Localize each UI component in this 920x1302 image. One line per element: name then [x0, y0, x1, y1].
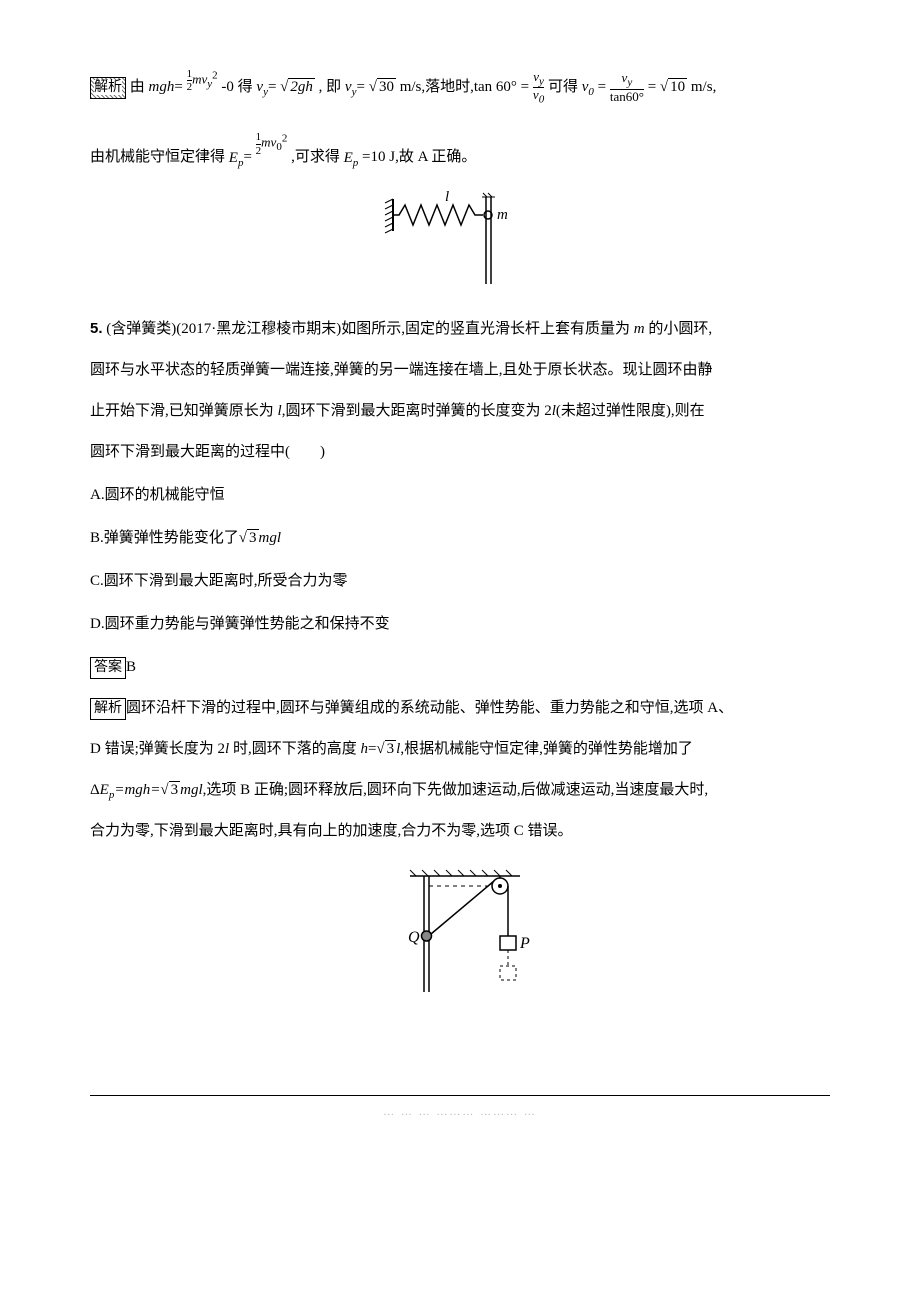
text: ,可求得	[291, 150, 344, 166]
text: ,圆环下滑到最大距离时弹簧的长度变为 2	[282, 403, 552, 419]
sqrt-30: √30	[369, 71, 396, 104]
Ep: Ep	[229, 150, 244, 166]
label-q: Q	[408, 929, 420, 946]
text: m/s,落地时,tan 60° =	[400, 79, 529, 95]
eq: =	[598, 79, 606, 95]
answer-line: 答案B	[90, 651, 830, 684]
sqrt3-e1: √3	[376, 733, 396, 766]
text: 由	[130, 79, 149, 95]
sqrt-2gh: √2gh	[280, 71, 315, 104]
vy-over-v0: vy v0	[533, 70, 544, 106]
v0: v0	[582, 79, 594, 95]
question-stem-l1: 5. (含弹簧类)(2017·黑龙江穆棱市期末)如图所示,固定的竖直光滑长杆上套…	[90, 312, 830, 346]
label-m: m	[497, 207, 508, 223]
text: 可得	[548, 79, 582, 95]
label-l: l	[445, 189, 449, 205]
option-b: B.弹簧弹性势能变化了√3mgl	[90, 522, 830, 555]
text: -0 得	[221, 79, 256, 95]
figure-pulley: Q P	[90, 862, 830, 1015]
text: B.弹簧弹性势能变化了	[90, 530, 239, 546]
vy2: vy	[345, 79, 357, 95]
label-p: P	[519, 935, 530, 952]
footer-divider	[90, 1095, 830, 1096]
figure-spring-rod: l m	[90, 189, 830, 302]
delta: Δ	[90, 782, 100, 798]
explain-l2: D 错误;弹簧长度为 2l 时,圆环下落的高度 h=√3l,根据机械能守恒定律,…	[90, 733, 830, 766]
option-c: C.圆环下滑到最大距离时,所受合力为零	[90, 565, 830, 598]
half-mvy2: 12mvy2	[187, 68, 218, 107]
explain-l3: ΔEp=mgh=√3mgl,选项 B 正确;圆环释放后,圆环向下先做加速运动,后…	[90, 774, 830, 807]
half-mv02: 12mv02	[256, 131, 288, 170]
text: (含弹簧类)(2017·黑龙江穆棱市期末)如图所示,固定的竖直光滑长杆上套有质量…	[106, 321, 633, 337]
text: 的小圆环,	[645, 321, 713, 337]
mgh: mgh	[149, 79, 175, 95]
mgl-b: mgl	[259, 530, 282, 546]
vy-over-tan60: vy tan60°	[610, 71, 644, 104]
var-m: m	[634, 321, 645, 337]
question-stem-l2: 圆环与水平状态的轻质弹簧一端连接,弹簧的另一端连接在墙上,且处于原长状态。现让圆…	[90, 354, 830, 387]
label-jiexi2: 解析	[90, 698, 126, 720]
answer-val: B	[126, 659, 136, 675]
sqrt-10: √10	[660, 71, 687, 104]
eqmgh: =mgh=	[114, 782, 160, 798]
mgl-e: mgl	[180, 782, 203, 798]
explain-l1: 解析圆环沿杆下滑的过程中,圆环与弹簧组成的系统动能、弹性势能、重力势能之和守恒,…	[90, 692, 830, 725]
explain-l4: 合力为零,下滑到最大距离时,具有向上的加速度,合力不为零,选项 C 错误。	[90, 815, 830, 848]
vy: vy	[256, 79, 268, 95]
option-d: D.圆环重力势能与弹簧弹性势能之和保持不变	[90, 608, 830, 641]
text: 时,圆环下落的高度	[229, 741, 360, 757]
text: m/s,	[691, 79, 716, 95]
label-jiexi: 解析	[90, 77, 126, 99]
label-answer: 答案	[90, 657, 126, 679]
sqrt3-e2: √3	[160, 774, 180, 807]
question-stem-l4: 圆环下滑到最大距离的过程中( )	[90, 436, 830, 469]
text: ,根据机械能守恒定律,弹簧的弹性势能增加了	[400, 741, 693, 757]
text: 止开始下滑,已知弹簧原长为	[90, 403, 278, 419]
solution1-line2: 由机械能守恒定律得 Ep= 12mv02 ,可求得 Ep =10 J,故 A 正…	[90, 131, 830, 174]
text: =10 J,故 A 正确。	[362, 150, 476, 166]
text: D 错误;弹簧长度为 2	[90, 741, 225, 757]
text: 圆环沿杆下滑的过程中,圆环与弹簧组成的系统动能、弹性势能、重力势能之和守恒,选项…	[126, 700, 733, 716]
q-num: 5.	[90, 320, 103, 337]
Ep2: Ep	[344, 150, 359, 166]
solution1-line1: 解析 由 mgh= 12mvy2 -0 得 vy= √2gh , 即 vy= √…	[90, 68, 830, 107]
footer-dots: … … … ……… ……… …	[90, 1100, 830, 1124]
text: , 即	[319, 79, 345, 95]
Ep-e: Ep	[100, 782, 115, 798]
question-stem-l3: 止开始下滑,已知弹簧原长为 l,圆环下滑到最大距离时弹簧的长度变为 2l(未超过…	[90, 395, 830, 428]
sqrt3-b: √3	[239, 522, 259, 555]
text: ,选项 B 正确;圆环释放后,圆环向下先做加速运动,后做减速运动,当速度最大时,	[203, 782, 708, 798]
var-h: h	[360, 741, 368, 757]
text: (未超过弹性限度),则在	[556, 403, 705, 419]
text: 由机械能守恒定律得	[90, 150, 229, 166]
eq: =	[368, 741, 376, 757]
option-a: A.圆环的机械能守恒	[90, 479, 830, 512]
